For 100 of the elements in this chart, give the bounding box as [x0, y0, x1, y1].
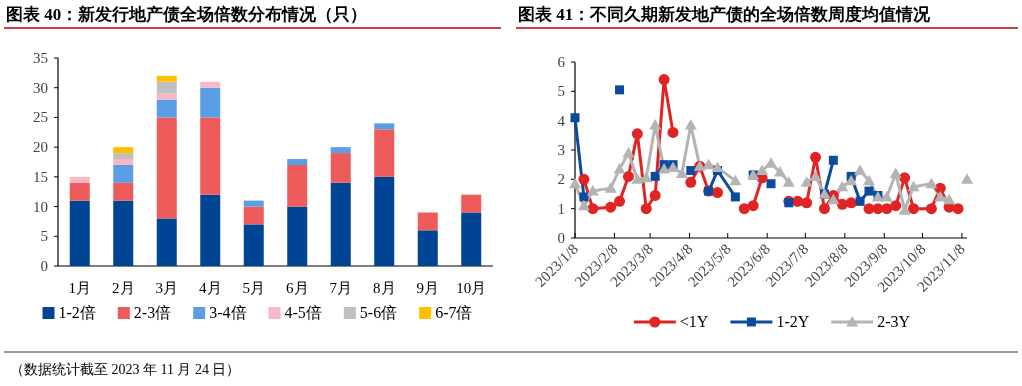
bar — [156, 81, 177, 94]
point — [613, 163, 626, 174]
bar — [287, 159, 308, 165]
legend-label: 6-7倍 — [435, 304, 473, 321]
point — [631, 173, 644, 184]
point — [579, 192, 589, 202]
point — [889, 167, 902, 178]
bar — [113, 147, 134, 154]
point — [577, 199, 590, 211]
chart-title: 图表 40：新发行地产债全场倍数分布情况（只） — [6, 5, 368, 24]
y-tick-label: 6 — [557, 54, 566, 70]
point — [578, 173, 590, 185]
bar — [113, 182, 134, 201]
point — [756, 164, 769, 176]
x-tick-label: 4月 — [199, 280, 222, 296]
legend-label: 2-3倍 — [133, 304, 172, 321]
point — [961, 173, 973, 184]
point — [925, 203, 937, 215]
point — [684, 119, 697, 130]
point — [702, 158, 715, 170]
bar — [461, 194, 482, 213]
point — [622, 146, 635, 158]
point — [899, 172, 911, 184]
point — [569, 177, 581, 189]
y-tick-label: 0 — [40, 258, 48, 274]
point — [801, 197, 813, 209]
point — [855, 196, 865, 206]
y-tick-label: 5 — [40, 228, 48, 245]
y-tick-label: 20 — [33, 139, 48, 156]
point — [943, 193, 956, 205]
bar — [287, 206, 308, 266]
legend-label: 3-4倍 — [209, 304, 247, 321]
bar — [330, 182, 351, 266]
bar — [156, 117, 177, 219]
point — [854, 164, 867, 176]
legend-label: 1-2Y — [776, 313, 810, 330]
point — [925, 177, 938, 189]
point — [747, 200, 759, 212]
legend-label: 5-6倍 — [359, 304, 398, 321]
legend-label: 2-3Y — [877, 313, 911, 330]
point — [622, 170, 634, 182]
point — [828, 155, 838, 165]
point — [658, 74, 670, 86]
point — [604, 182, 617, 193]
point — [738, 203, 750, 215]
point — [658, 163, 671, 174]
legend-label: 1-2倍 — [58, 304, 96, 321]
bar — [113, 159, 134, 165]
bar — [200, 87, 221, 118]
point — [818, 203, 830, 215]
x-tick-label: 6月 — [286, 280, 309, 296]
bar — [113, 153, 134, 160]
point — [730, 192, 740, 202]
point — [827, 193, 840, 205]
point — [675, 167, 688, 178]
x-tick-label: 8月 — [373, 280, 396, 296]
x-tick-label: 2月 — [112, 280, 135, 296]
point — [631, 128, 643, 140]
point — [845, 174, 858, 186]
bar — [156, 75, 177, 82]
point — [890, 200, 902, 212]
bar — [374, 176, 395, 266]
bar — [200, 194, 221, 266]
y-tick-label: 25 — [33, 109, 48, 126]
x-tick-label: 9月 — [416, 280, 439, 296]
bar — [330, 147, 351, 154]
point — [685, 176, 697, 188]
y-tick-label: 5 — [557, 83, 565, 100]
point — [881, 203, 893, 215]
chart-title: 图表 41：不同久期新发地产债的全场倍数周度均值情况 — [518, 5, 932, 24]
point — [667, 126, 679, 138]
bar — [243, 206, 264, 225]
bar — [113, 200, 134, 266]
point — [880, 190, 893, 202]
x-tick-label: 7月 — [329, 280, 352, 296]
bar — [374, 123, 395, 130]
point — [686, 166, 696, 176]
point — [640, 171, 653, 183]
x-tick-label: 1月 — [68, 280, 91, 296]
bar — [417, 230, 438, 266]
point — [711, 161, 724, 173]
x-tick-label: 10月 — [456, 280, 487, 296]
bar — [287, 164, 308, 207]
bar — [200, 81, 221, 88]
bar — [330, 153, 351, 183]
point — [836, 180, 849, 192]
x-tick-label: 5月 — [242, 280, 265, 296]
bar — [200, 117, 221, 195]
y-tick-label: 0 — [557, 230, 565, 246]
bar — [417, 212, 438, 231]
bar — [69, 182, 90, 201]
point — [640, 203, 652, 215]
point — [782, 176, 795, 187]
point — [863, 174, 875, 186]
point — [605, 201, 617, 213]
bar — [374, 129, 395, 177]
point — [800, 176, 813, 187]
point — [570, 113, 580, 123]
point — [766, 179, 776, 189]
y-tick-label: 30 — [33, 79, 48, 96]
